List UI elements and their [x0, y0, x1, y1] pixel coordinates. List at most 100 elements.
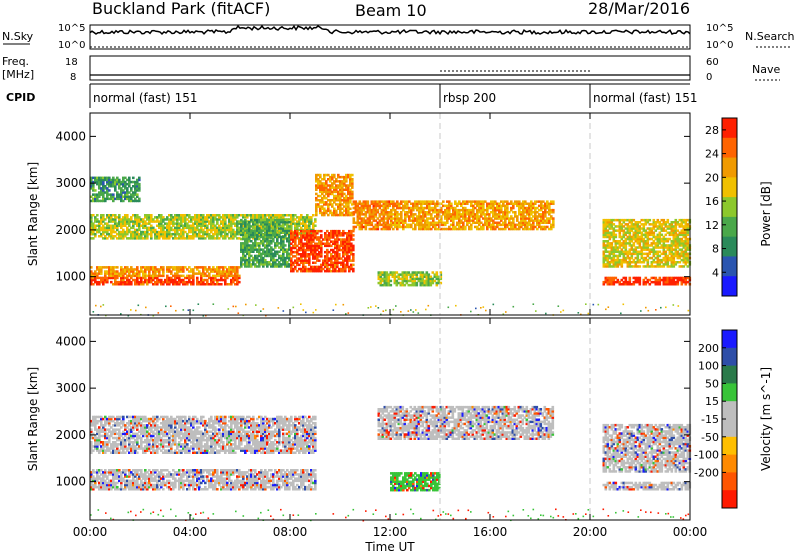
data-cell	[352, 268, 355, 271]
data-cell	[669, 238, 672, 241]
data-cell	[320, 234, 323, 237]
data-cell	[512, 207, 515, 210]
data-cell	[352, 245, 355, 248]
data-cell	[104, 275, 107, 278]
data-cell	[162, 266, 165, 269]
nave-tick-top: 60	[706, 57, 719, 68]
data-cell	[96, 214, 99, 217]
data-cell	[116, 266, 119, 269]
data-cell	[112, 193, 115, 196]
data-cell	[442, 200, 445, 203]
data-cell	[290, 257, 293, 260]
nsearch-tick-bottom: 10^0	[706, 40, 733, 51]
nsearch-tick-top: 10^5	[706, 23, 733, 34]
data-cell	[126, 214, 129, 217]
data-cell	[282, 240, 285, 243]
data-cell	[238, 281, 241, 284]
data-cell	[150, 214, 153, 217]
data-cell	[196, 277, 199, 280]
data-cell	[333, 174, 336, 177]
data-cell	[351, 178, 354, 181]
data-cell	[506, 207, 509, 210]
data-cell	[312, 214, 315, 217]
data-cell	[166, 275, 169, 278]
beam-label: Beam 10	[355, 1, 427, 20]
data-cell	[314, 225, 317, 228]
nsky-label: N.Sky	[2, 30, 34, 43]
data-cell	[500, 207, 503, 210]
data-cell	[552, 217, 555, 220]
freq-panel-frame	[90, 56, 690, 80]
data-cell	[132, 177, 135, 180]
data-cell	[629, 277, 632, 280]
data-cell	[353, 217, 356, 220]
data-cell	[308, 257, 311, 260]
data-cell	[108, 189, 111, 192]
data-cell	[136, 193, 139, 196]
nsky-trace	[90, 26, 690, 34]
data-cell	[102, 214, 105, 217]
nave-label: Nave	[752, 63, 780, 76]
plot-title: Buckland Park (fitACF)	[92, 0, 270, 18]
data-cell	[514, 211, 517, 214]
data-cell	[192, 275, 195, 278]
data-cell	[667, 219, 670, 222]
data-cell	[352, 238, 355, 241]
data-cell	[238, 275, 241, 278]
freq-tick-bottom: 8	[70, 72, 76, 83]
data-cell	[288, 225, 291, 228]
freq-tick-top: 18	[65, 57, 78, 68]
data-cell	[667, 240, 670, 243]
data-cell	[387, 207, 390, 210]
nsky-tick-bottom: 10^0	[58, 40, 85, 51]
data-cell	[182, 275, 185, 278]
data-cell	[552, 200, 555, 203]
data-cell	[136, 266, 139, 269]
nave-tick-bottom: 0	[706, 72, 712, 83]
data-cell	[315, 208, 318, 211]
data-cell	[138, 275, 141, 278]
data-cell	[349, 208, 352, 211]
data-cell	[390, 284, 393, 287]
power-data-cells	[90, 174, 691, 317]
data-cell	[96, 275, 99, 278]
data-cell	[284, 244, 287, 247]
data-cell	[647, 240, 650, 243]
data-cell	[639, 265, 642, 268]
nsearch-label: N.Search	[745, 30, 795, 43]
data-cell	[352, 253, 355, 256]
data-cell	[128, 177, 131, 180]
data-cell	[649, 219, 652, 222]
data-cell	[352, 264, 355, 267]
data-cell	[138, 183, 141, 186]
data-cell	[314, 218, 317, 221]
data-cell	[352, 257, 355, 260]
data-cell	[208, 275, 211, 278]
data-cell	[338, 253, 341, 256]
data-cell	[162, 275, 165, 278]
data-cell	[351, 174, 354, 177]
data-cell	[615, 234, 618, 237]
data-cell	[450, 203, 453, 206]
data-cell	[220, 283, 223, 286]
data-cell	[625, 277, 628, 280]
cpid-label: CPID	[6, 91, 35, 104]
cpid-segment-label: normal (fast) 151	[593, 91, 697, 105]
data-cell	[390, 280, 393, 283]
data-cell	[319, 174, 322, 177]
freq-unit: [MHz]	[2, 68, 34, 81]
data-cell	[138, 198, 141, 201]
data-cell	[552, 209, 555, 212]
data-cell	[320, 230, 323, 233]
data-cell	[351, 191, 354, 194]
freq-panel: Freq. [MHz] 18 8 60 0 Nave	[2, 55, 780, 83]
freq-label: Freq.	[2, 55, 29, 68]
data-cell	[94, 189, 97, 192]
data-cell	[288, 221, 291, 224]
data-cell	[367, 200, 370, 203]
cpid-segment-label: normal (fast) 151	[93, 91, 197, 105]
date-label: 28/Mar/2016	[588, 0, 690, 18]
